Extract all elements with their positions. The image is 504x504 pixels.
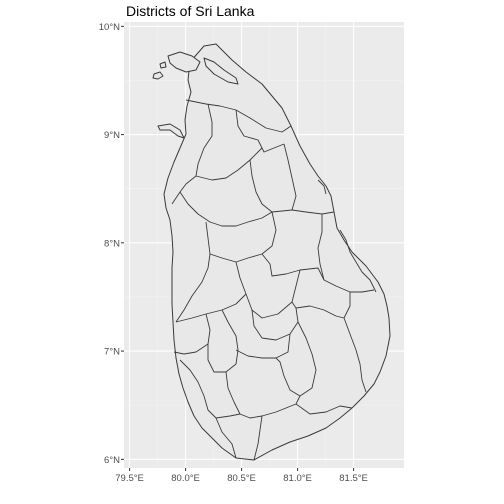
east-lagoon-line <box>339 229 377 293</box>
mannar-island <box>157 123 185 139</box>
district-boundary <box>179 191 335 227</box>
district-boundary <box>209 211 277 263</box>
x-tick-label: 81.5°E <box>339 473 368 484</box>
district-boundary <box>235 109 285 153</box>
x-tick-label: 80.0°E <box>171 473 200 484</box>
district-boundary <box>173 313 211 355</box>
district-boundary <box>253 415 263 461</box>
island-outline <box>163 43 391 461</box>
district-boundary <box>249 159 273 213</box>
y-tick-label: 8°N <box>104 238 120 249</box>
y-tick-label: 6°N <box>104 455 120 466</box>
y-tick-label: 10°N <box>99 22 120 33</box>
y-tick-label: 7°N <box>104 347 120 358</box>
district-boundary <box>195 147 263 181</box>
district-boundary <box>261 253 325 281</box>
district-boundary <box>175 221 211 323</box>
y-tick-label: 9°N <box>104 130 120 141</box>
x-tick-label: 81.0°E <box>283 473 312 484</box>
island-small-2 <box>159 61 167 69</box>
coast-detail <box>317 179 327 195</box>
district-boundary <box>283 143 297 211</box>
district-boundary <box>275 321 317 397</box>
district-polygons <box>152 43 391 461</box>
district-boundary <box>235 261 301 319</box>
jaffna-peninsula <box>167 51 201 73</box>
district-boundary <box>343 317 367 393</box>
district-boundary <box>317 214 325 281</box>
district-boundary <box>225 371 301 419</box>
axes: 79.5°E 80.0°E 80.5°E 81.0°E 81.5°E 6°N 7°N 8°N 9… <box>99 22 368 484</box>
district-boundary <box>179 359 241 419</box>
x-tick-label: 79.5°E <box>115 473 144 484</box>
lagoon-shape <box>203 57 239 85</box>
district-boundary <box>295 403 353 415</box>
district-boundary <box>251 301 299 341</box>
page-title: Districts of Sri Lanka <box>126 3 255 19</box>
district-boundary <box>295 292 351 319</box>
district-boundary <box>207 309 239 373</box>
district-boundary <box>175 293 247 323</box>
x-tick-label: 80.5°E <box>227 473 256 484</box>
district-boundary <box>215 417 237 459</box>
island-small-1 <box>152 71 164 80</box>
district-boundary <box>171 103 213 205</box>
district-boundary <box>235 333 291 359</box>
